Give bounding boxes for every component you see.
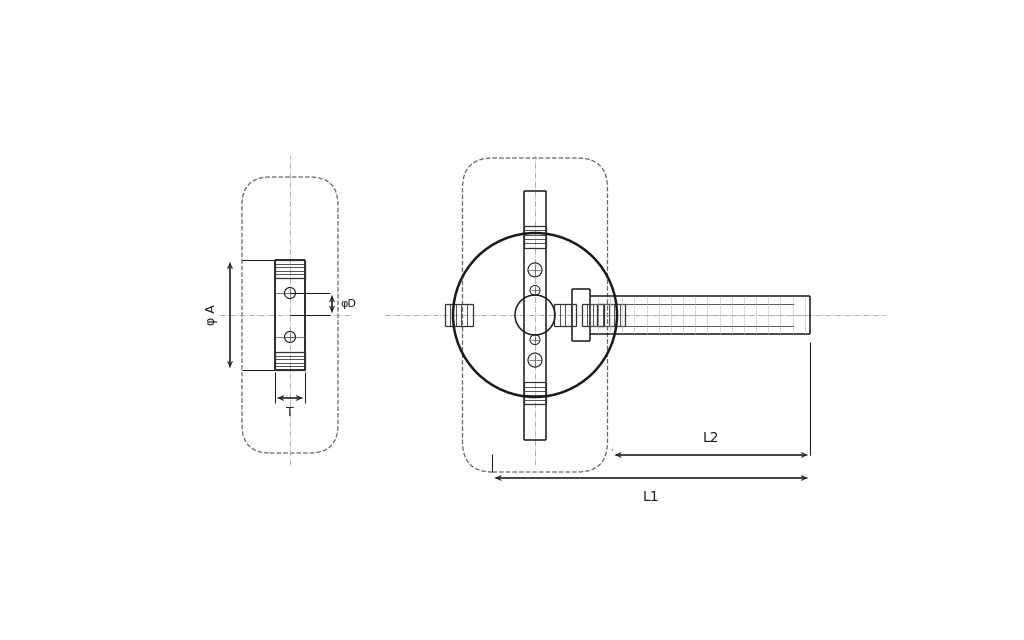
Text: φ A: φ A bbox=[205, 305, 218, 325]
Text: φD: φD bbox=[340, 299, 356, 309]
Text: T: T bbox=[286, 406, 294, 419]
Text: L1: L1 bbox=[643, 490, 659, 504]
Text: L2: L2 bbox=[703, 431, 720, 445]
